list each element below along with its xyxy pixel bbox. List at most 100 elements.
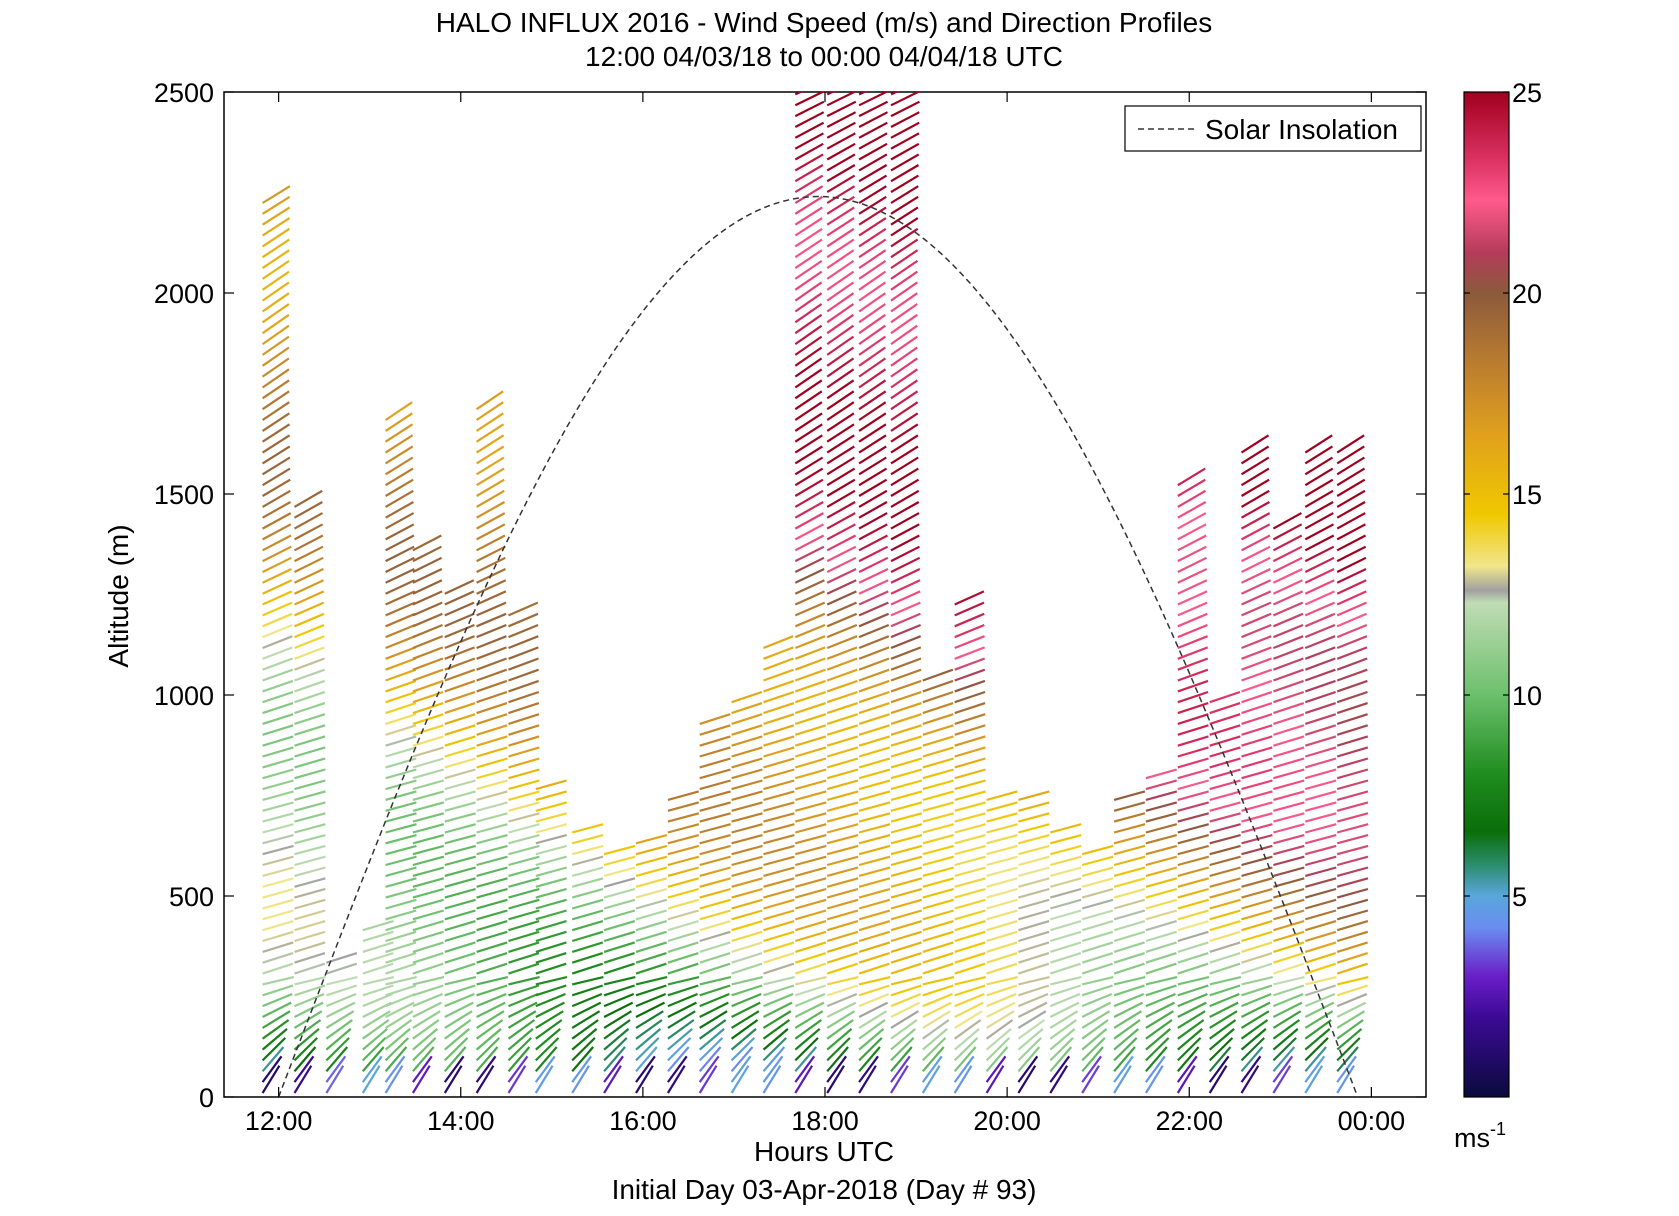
wind-arrow xyxy=(890,92,899,96)
wind-arrow xyxy=(1177,646,1209,660)
wind-arrow xyxy=(1304,501,1334,519)
wind-arrow xyxy=(890,623,922,639)
wind-arrow xyxy=(476,941,508,953)
wind-arrow xyxy=(794,379,823,400)
wind-arrow xyxy=(412,1037,437,1062)
wind-arrow xyxy=(1209,746,1241,758)
wind-arrow xyxy=(412,866,445,877)
wind-arrow xyxy=(571,1010,601,1029)
wind-arrow xyxy=(508,1001,538,1018)
wind-arrow xyxy=(763,887,795,899)
colorbar-tick-label: 15 xyxy=(1512,480,1542,510)
wind-arrow xyxy=(1209,877,1241,888)
wind-arrow xyxy=(1241,834,1273,845)
wind-arrow xyxy=(262,579,293,595)
wind-arrow xyxy=(294,930,326,943)
wind-arrow xyxy=(294,909,326,921)
wind-arrow xyxy=(826,545,857,563)
wind-arrow xyxy=(294,790,326,801)
wind-arrow xyxy=(1272,992,1304,1008)
wind-arrow xyxy=(826,142,856,161)
wind-arrow xyxy=(535,941,567,953)
wind-arrow xyxy=(1336,887,1369,899)
wind-arrow xyxy=(890,434,919,454)
wind-arrow xyxy=(535,877,567,888)
wind-arrow xyxy=(412,909,444,921)
wind-arrow xyxy=(476,501,506,519)
wind-arrow xyxy=(1240,1028,1267,1051)
wind-arrow xyxy=(385,930,417,943)
wind-arrow xyxy=(1272,1019,1301,1040)
wind-arrow xyxy=(412,646,444,660)
wind-arrow xyxy=(385,579,416,595)
wind-arrow xyxy=(731,952,763,964)
wind-arrow xyxy=(922,1001,952,1018)
wind-arrow xyxy=(412,801,445,812)
wind-arrow xyxy=(794,92,803,96)
wind-arrow xyxy=(476,523,506,541)
wind-arrow xyxy=(1145,1046,1168,1073)
wind-arrow xyxy=(794,952,827,964)
wind-arrow xyxy=(890,866,923,877)
wind-arrow xyxy=(858,941,891,953)
wind-arrow xyxy=(262,768,294,780)
wind-arrow xyxy=(1240,1055,1262,1083)
wind-arrow xyxy=(385,735,417,747)
wind-arrow xyxy=(1208,1037,1234,1062)
wind-arrow xyxy=(444,801,476,812)
wind-arrow xyxy=(731,768,763,780)
wind-arrow xyxy=(730,1037,756,1062)
wind-arrow xyxy=(262,909,294,921)
wind-arrow xyxy=(890,844,923,856)
wind-arrow xyxy=(1241,657,1272,671)
wind-arrow xyxy=(1273,746,1305,758)
wind-arrow xyxy=(731,855,763,867)
wind-arrow xyxy=(890,121,920,139)
wind-arrow xyxy=(890,132,920,150)
wind-arrow xyxy=(1209,735,1241,747)
wind-arrow xyxy=(795,877,827,888)
wind-arrow xyxy=(412,757,444,769)
colorbar-tick-label: 5 xyxy=(1512,882,1527,912)
wind-arrow xyxy=(699,877,731,888)
wind-arrow xyxy=(1113,887,1146,899)
wind-arrow xyxy=(794,992,826,1008)
wind-arrow xyxy=(1336,757,1369,769)
wind-arrow xyxy=(922,746,954,758)
wind-arrow xyxy=(922,834,954,845)
wind-arrow xyxy=(794,142,824,161)
wind-arrow xyxy=(293,1046,317,1073)
wind-arrow xyxy=(699,1019,727,1040)
wind-arrow xyxy=(1336,1028,1363,1051)
wind-arrow xyxy=(667,941,699,953)
wind-arrow xyxy=(1144,1065,1164,1094)
wind-arrow xyxy=(1336,952,1369,964)
wind-arrow xyxy=(1241,545,1271,563)
wind-arrow xyxy=(826,920,859,932)
wind-arrow xyxy=(890,217,919,237)
wind-arrow xyxy=(922,866,954,877)
wind-arrow xyxy=(986,855,1018,867)
wind-arrow xyxy=(262,423,291,443)
wind-arrow xyxy=(1209,941,1241,953)
wind-arrow xyxy=(890,635,922,650)
wind-arrow xyxy=(1305,823,1337,834)
wind-arrow xyxy=(294,635,325,650)
wind-arrow xyxy=(384,401,413,421)
wind-arrow xyxy=(794,270,823,291)
wind-arrow xyxy=(826,100,857,118)
wind-arrow xyxy=(535,909,567,921)
wind-arrow xyxy=(385,523,415,541)
wind-arrow xyxy=(1018,823,1050,834)
wind-arrow xyxy=(1241,612,1272,628)
wind-arrow xyxy=(1241,941,1273,953)
wind-arrow xyxy=(261,390,290,411)
wind-arrow xyxy=(1241,690,1273,704)
wind-arrow xyxy=(858,357,887,378)
wind-arrow xyxy=(1305,768,1337,780)
wind-arrow xyxy=(794,962,827,975)
wind-arrow xyxy=(858,227,887,248)
wind-arrow xyxy=(763,984,795,997)
wind-arrow xyxy=(262,568,292,584)
wind-arrow xyxy=(1304,478,1334,497)
